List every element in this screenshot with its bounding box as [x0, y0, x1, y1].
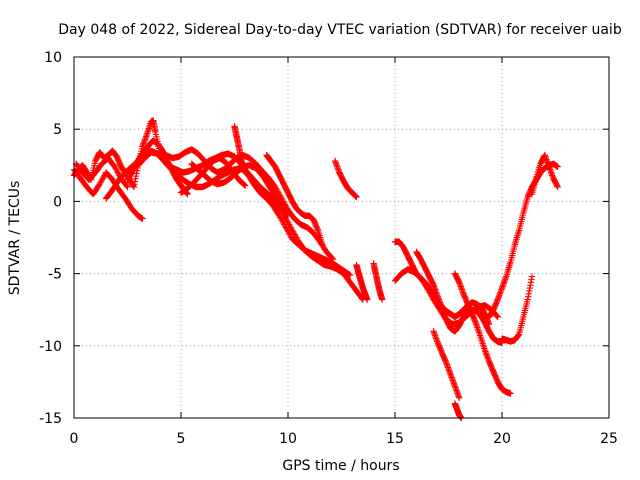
series-sat-l — [370, 260, 386, 303]
data-point — [284, 212, 292, 220]
series-sat-w — [188, 160, 292, 220]
x-axis-label: GPS time / hours — [282, 458, 399, 474]
series-sat-f — [156, 146, 337, 263]
axis-ticks: 0 5 10 15 20 25 10 5 0 -5 -10 -15 — [39, 50, 618, 447]
series-sat-r — [451, 270, 514, 397]
y-tick-label: -15 — [39, 411, 62, 427]
series-sat-t — [528, 151, 561, 198]
y-axis-label: SDTVAR / TECUs — [7, 181, 23, 296]
data-point — [124, 183, 131, 191]
x-tick-label: 20 — [493, 431, 511, 447]
data-point — [363, 296, 371, 303]
chart-title: Day 048 of 2022, Sidereal Day-to-day VTE… — [58, 22, 622, 38]
series-sat-q — [451, 400, 465, 422]
y-tick-label: 10 — [44, 50, 62, 66]
x-tick-label: 10 — [279, 431, 297, 447]
data-point — [328, 255, 336, 262]
data-points — [70, 117, 561, 422]
data-point — [139, 215, 146, 222]
y-tick-label: 5 — [53, 122, 62, 138]
grid — [74, 57, 609, 418]
data-point — [456, 394, 463, 401]
data-point — [493, 312, 501, 320]
data-point — [319, 241, 326, 248]
data-point — [123, 182, 130, 190]
y-tick-label: -5 — [48, 267, 62, 283]
series-sat-i — [263, 151, 326, 248]
data-point — [507, 390, 514, 397]
data-point — [346, 271, 354, 279]
plot-frame — [73, 56, 610, 419]
series-sat-s — [485, 160, 561, 321]
data-point — [283, 211, 291, 218]
x-tick-label: 25 — [600, 431, 618, 447]
data-point — [329, 255, 337, 263]
series-sat-o — [413, 248, 506, 347]
y-tick-label: 0 — [53, 194, 62, 210]
data-point — [378, 296, 386, 303]
data-point — [242, 182, 249, 189]
series-sat-k — [353, 261, 371, 303]
series-sat-b — [70, 166, 146, 222]
series-sat-p — [430, 328, 463, 401]
x-tick-label: 15 — [386, 431, 404, 447]
data-point — [241, 181, 248, 188]
series-sat-v — [124, 137, 191, 198]
y-tick-label: -10 — [39, 339, 62, 355]
data-point — [184, 190, 191, 198]
data-point — [353, 193, 360, 201]
data-point — [528, 273, 536, 280]
series-sat-u — [498, 273, 536, 345]
data-point — [554, 183, 561, 191]
x-tick-label: 5 — [177, 431, 186, 447]
data-point — [554, 163, 561, 170]
series-sat-c — [72, 154, 131, 191]
x-tick-label: 0 — [70, 431, 79, 447]
series-sat-j — [331, 157, 360, 201]
data-point — [494, 313, 501, 321]
